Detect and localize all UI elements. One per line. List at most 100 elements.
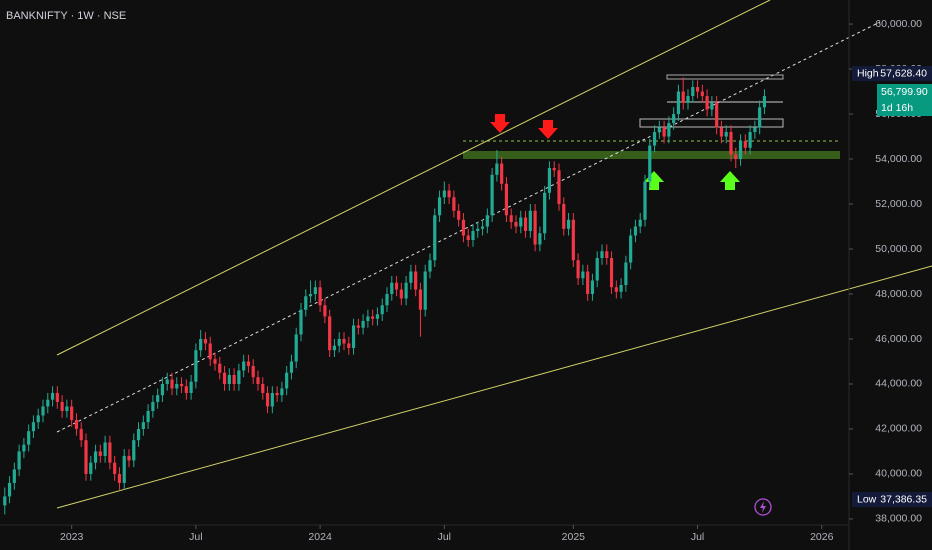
last-price: 56,799.90 [881, 86, 928, 98]
candle-body [633, 226, 638, 236]
candle-body [208, 343, 212, 360]
candle-body [471, 231, 475, 241]
candle-body [619, 284, 623, 292]
candle-body [308, 293, 313, 297]
arrow-up [720, 171, 740, 190]
candle-body [667, 123, 671, 137]
candle-body [681, 91, 685, 103]
candle-body [719, 127, 724, 137]
candle-body [576, 260, 580, 279]
candle-body [184, 386, 188, 393]
candle-body [328, 316, 332, 351]
candle-body [461, 219, 466, 236]
candle-body [691, 87, 695, 97]
candle-body [12, 469, 16, 483]
candle-body [313, 287, 317, 294]
candle-body [55, 392, 59, 402]
y-tick-label: 42,000.00 [875, 423, 922, 435]
candle-body [390, 282, 394, 294]
candle-body [175, 383, 179, 389]
candle-body [36, 415, 40, 423]
candle-body [280, 388, 284, 396]
candle-body [504, 183, 509, 216]
candle-body [132, 440, 136, 461]
candle-body [351, 325, 356, 348]
candle-body [676, 91, 681, 115]
candle-body [423, 271, 427, 310]
candle-body [103, 442, 107, 456]
candle-body [581, 271, 585, 279]
candle-body [84, 440, 88, 474]
candle-body [700, 91, 704, 97]
candle-body [356, 325, 360, 328]
candle-body [251, 365, 255, 378]
candle-body [586, 271, 590, 294]
candle-body [218, 363, 222, 373]
y-tick-label: 48,000.00 [875, 288, 922, 300]
candle-body [480, 226, 485, 229]
candle-body [695, 87, 700, 92]
candle-body [65, 406, 69, 411]
candle-body [189, 381, 193, 393]
candle-body [122, 455, 126, 483]
candle-body [648, 145, 652, 182]
last-price-tag [877, 84, 932, 116]
chart-title: BANKNIFTY · 1W · NSE [6, 10, 126, 22]
candle-body [485, 215, 489, 227]
candle-body [165, 379, 169, 384]
candle-body [547, 168, 552, 193]
alert-icon-bolt [760, 501, 766, 513]
candle-body [710, 102, 714, 110]
candle-body [657, 127, 661, 133]
candle-body [437, 197, 442, 216]
y-tick-label: 44,000.00 [875, 378, 922, 390]
candle-body [624, 262, 628, 285]
y-tick-label: 54,000.00 [875, 153, 922, 165]
candle-body [256, 377, 260, 384]
low-tag [852, 492, 932, 507]
candle-body [17, 451, 21, 470]
candle-body [242, 361, 246, 371]
candle-body [347, 343, 351, 348]
candle-body [414, 271, 418, 290]
candle-body [342, 338, 346, 344]
candle-body [117, 473, 122, 483]
candle-body [194, 350, 198, 382]
candle-body [758, 107, 762, 128]
candle-body [337, 338, 341, 346]
alert-icon[interactable] [754, 498, 772, 516]
candle-body [50, 392, 55, 400]
candle-body [457, 210, 461, 220]
candle-body [156, 395, 160, 402]
candle-body [609, 258, 614, 288]
high-tag [852, 66, 932, 81]
candle-body [734, 154, 738, 160]
candle-body [528, 210, 532, 232]
candle-body [108, 442, 112, 463]
candle-body [638, 219, 642, 227]
candle-body [523, 217, 528, 232]
candle-body [652, 132, 657, 146]
candle-body [275, 392, 279, 396]
candle-body [762, 96, 767, 108]
drawings [56, 0, 932, 516]
candle-body [246, 361, 251, 366]
candle-body [495, 163, 499, 175]
candle-body [74, 419, 79, 429]
candle-body [538, 233, 542, 245]
candle-body [31, 422, 36, 432]
candle-body [753, 127, 757, 133]
candle-body [265, 392, 270, 407]
candle-body [672, 114, 676, 124]
candle-body [519, 217, 523, 227]
candle-body [227, 374, 231, 384]
candle-body [724, 132, 728, 137]
candle-body [141, 422, 145, 429]
level-box [666, 74, 784, 80]
candle-body [89, 462, 93, 474]
candle-body [686, 96, 690, 103]
candle-body [46, 399, 50, 407]
